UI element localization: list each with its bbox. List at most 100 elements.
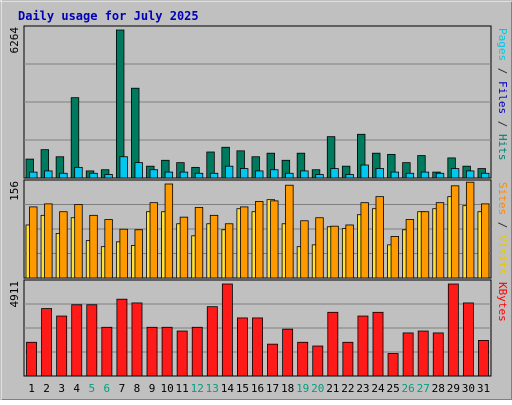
bar-kbytes (417, 330, 429, 377)
day-label: 5 (88, 382, 95, 395)
chart-title: Daily usage for July 2025 (18, 9, 199, 23)
bar-sites (255, 201, 264, 279)
bar-sites (285, 184, 294, 279)
bar-sites (134, 229, 143, 279)
bar-sites (119, 228, 128, 279)
bar-sites (375, 196, 384, 279)
bar-sites (360, 202, 369, 279)
bar-sites (270, 200, 279, 279)
bar-pages (59, 172, 68, 179)
bar-sites (164, 183, 174, 279)
bar-kbytes (206, 306, 218, 377)
bar-hits (70, 97, 80, 179)
panels: 6264 Pages / Files / Hits 156 Sites / Visit… (8, 25, 509, 377)
bar-kbytes (161, 326, 173, 377)
bar-pages (89, 172, 98, 179)
day-label: 13 (206, 382, 219, 395)
bar-sites (149, 202, 158, 279)
y-max-label: 156 (8, 181, 21, 201)
panel-kbytes: 4911 KBytes (8, 279, 509, 377)
bar-pages (405, 172, 415, 179)
series-axis-label-part: Pages (496, 28, 509, 61)
bar-pages (194, 172, 204, 179)
series-axis-label-part: / (496, 61, 509, 81)
bar-pages (390, 171, 400, 179)
day-label: 2 (43, 382, 50, 395)
bar-pages (209, 172, 219, 179)
series-axis-label-part: Files (496, 81, 509, 114)
bar-kbytes (56, 315, 68, 377)
bar-kbytes (176, 330, 188, 377)
bar-pages (74, 166, 83, 179)
series-axis-label-part: / (496, 114, 509, 134)
bar-pages (360, 164, 369, 179)
day-label: 20 (311, 382, 324, 395)
bar-kbytes (146, 326, 158, 377)
bar-kbytes (41, 308, 53, 377)
bar-sites (209, 214, 219, 279)
day-label: 4 (73, 382, 80, 395)
bar-pages (29, 171, 38, 179)
y-max-label: 4911 (8, 281, 21, 308)
day-label: 14 (221, 382, 235, 395)
bar-sites (330, 225, 339, 279)
bar-kbytes (447, 283, 459, 377)
panel-hits-files-pages: 6264 Pages / Files / Hits (8, 25, 509, 179)
bar-pages (481, 172, 490, 179)
bar-sites (390, 236, 400, 279)
bar-hits (115, 29, 125, 179)
day-label: 15 (236, 382, 249, 395)
day-label: 16 (251, 382, 264, 395)
bar-kbytes (221, 283, 233, 377)
day-label: 1 (28, 382, 35, 395)
series-axis-label: Sites / Visits (496, 182, 509, 275)
bar-kbytes (462, 302, 474, 377)
bar-pages (134, 162, 143, 179)
bar-pages (345, 174, 354, 179)
bar-kbytes (432, 332, 444, 377)
bar-kbytes (312, 345, 324, 377)
bar-sites (29, 206, 38, 279)
bar-kbytes (478, 340, 489, 377)
bar-kbytes (372, 311, 384, 377)
bar-kbytes (71, 304, 83, 377)
day-label: 7 (119, 382, 126, 395)
bar-sites (179, 216, 189, 279)
bar-sites (315, 217, 324, 279)
day-label: 22 (341, 382, 354, 395)
series-axis-label-part: / (496, 215, 509, 235)
bar-kbytes (342, 341, 354, 377)
bar-sites (450, 185, 460, 279)
day-label: 23 (356, 382, 369, 395)
bar-sites (465, 181, 475, 279)
day-label: 21 (326, 382, 339, 395)
bar-sites (194, 207, 204, 279)
series-axis-label-part: Hits (496, 134, 509, 161)
series-axis-label-part: Sites (496, 182, 509, 215)
bar-kbytes (101, 326, 113, 377)
day-label: 17 (266, 382, 279, 395)
bar-sites (224, 223, 234, 279)
bar-kbytes (252, 317, 263, 377)
day-label: 29 (447, 382, 460, 395)
bar-kbytes (26, 341, 37, 377)
bar-sites (300, 220, 309, 279)
bar-pages (270, 169, 279, 179)
bar-kbytes (357, 315, 369, 377)
bar-sites (405, 219, 415, 279)
bar-kbytes (267, 343, 278, 377)
bar-sites (89, 214, 98, 279)
bar-pages (450, 168, 460, 179)
bar-sites (345, 224, 354, 279)
day-label: 12 (191, 382, 204, 395)
day-label: 19 (296, 382, 309, 395)
day-label: 8 (134, 382, 141, 395)
series-axis-label-part: KBytes (496, 282, 509, 322)
day-label: 27 (417, 382, 430, 395)
series-axis-label: KBytes (496, 282, 509, 322)
series-axis-label-part: Visits (496, 235, 509, 275)
day-label: 26 (402, 382, 415, 395)
bar-kbytes (116, 298, 128, 377)
